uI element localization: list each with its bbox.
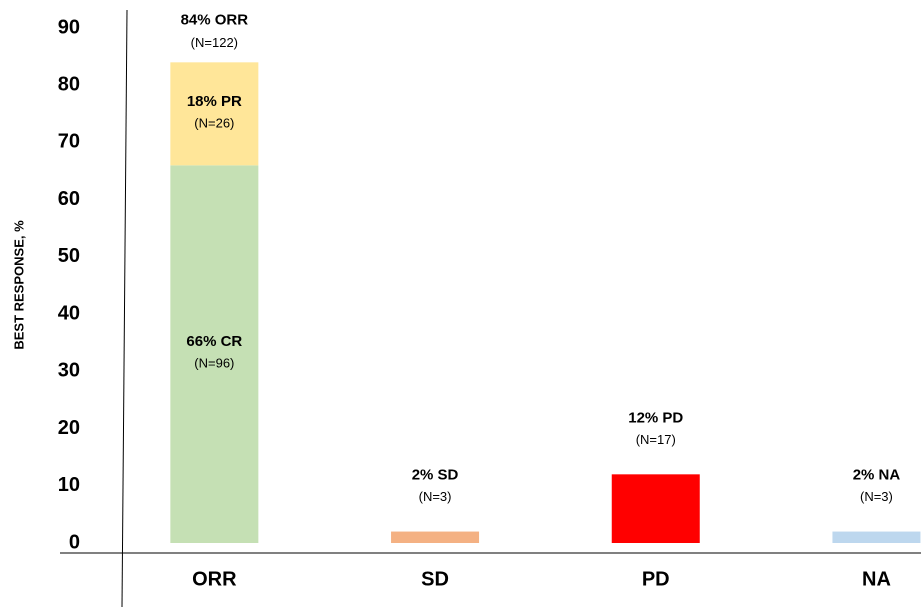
y-tick-label: 10: [58, 474, 80, 496]
y-tick-label: 0: [69, 531, 80, 553]
y-axis-label: BEST RESPONSE, %: [11, 220, 26, 350]
bar: [391, 531, 480, 543]
n-label: (N=3): [860, 489, 893, 504]
y-axis: [121, 9, 128, 608]
x-tick-label: PD: [642, 568, 670, 590]
y-tick-label: 60: [58, 188, 80, 210]
y-tick-label: 90: [58, 16, 80, 38]
value-label: 66% CR: [186, 333, 242, 350]
y-tick-label: 50: [58, 245, 80, 267]
n-label: (N=17): [636, 432, 676, 447]
y-tick-label: 30: [58, 360, 80, 382]
value-label: 2% NA: [853, 467, 901, 484]
y-tick-label: 80: [58, 74, 80, 96]
value-label: 18% PR: [187, 93, 242, 110]
y-tick-label: 40: [58, 302, 80, 324]
y-tick-label: 20: [58, 417, 80, 439]
total-n-label: (N=122): [191, 35, 238, 50]
bar: [170, 62, 259, 166]
bar: [832, 531, 921, 543]
n-label: (N=96): [194, 356, 234, 371]
y-tick-label: 70: [58, 131, 80, 153]
x-tick-label: ORR: [192, 568, 237, 590]
x-tick-label: SD: [421, 568, 449, 590]
bar: [611, 474, 700, 543]
x-tick-label: NA: [862, 568, 891, 590]
total-label: 84% ORR: [181, 11, 249, 28]
n-label: (N=26): [194, 115, 234, 130]
value-label: 12% PD: [628, 409, 683, 426]
value-label: 2% SD: [412, 467, 459, 484]
n-label: (N=3): [419, 489, 452, 504]
bar: [170, 165, 259, 544]
